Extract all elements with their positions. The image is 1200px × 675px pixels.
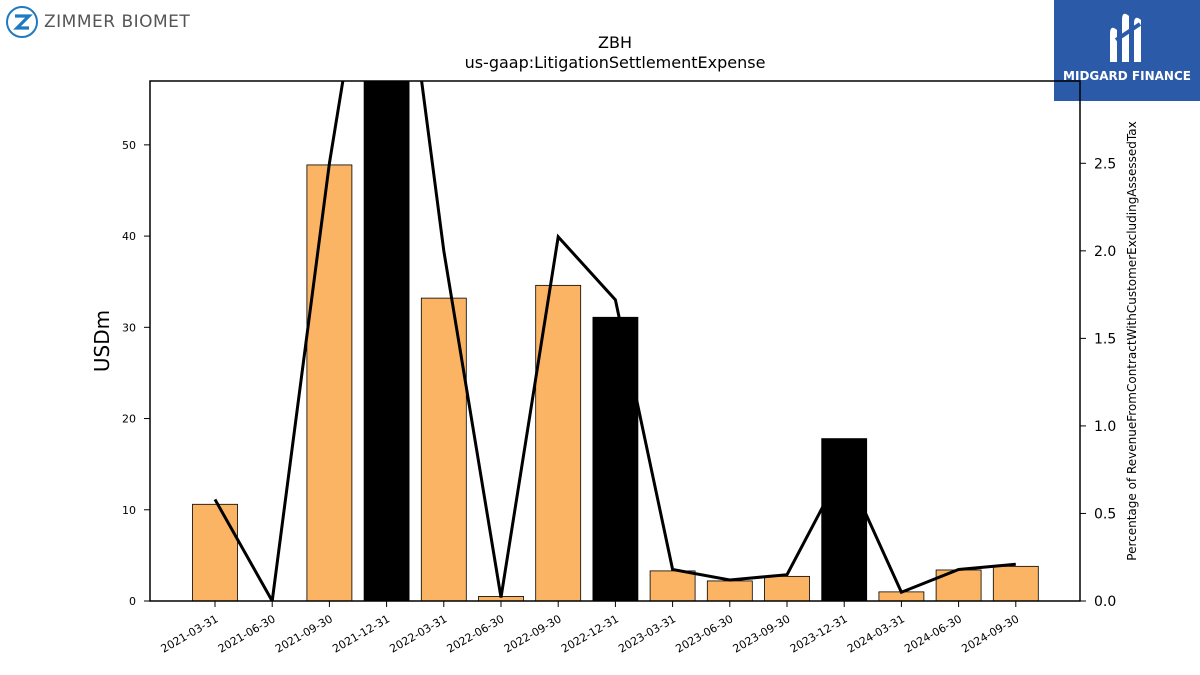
midgard-finance-logo-text: MIDGARD FINANCE [1063, 69, 1191, 83]
bar-2021-12-31 [363, 81, 410, 601]
x-tick-label: 2023-09-30 [731, 612, 793, 655]
bar-2023-03-31 [649, 570, 696, 601]
y2-tick-label: 2.5 [1094, 156, 1116, 172]
bar-2023-06-30 [706, 580, 753, 601]
zimmer-biomet-logo: ZIMMER BIOMET [6, 6, 190, 38]
x-tick-label: 2022-03-31 [387, 612, 449, 655]
y2-tick-label: 1.0 [1094, 419, 1116, 435]
x-tick-label: 2023-12-31 [788, 612, 850, 655]
x-tick-label: 2022-12-31 [559, 612, 621, 655]
x-tick-label: 2024-03-31 [845, 612, 907, 655]
y-axis-label: USDm [90, 310, 114, 372]
x-axis: 2021-03-312021-06-302021-09-302021-12-31… [159, 601, 1021, 656]
y-axis-left: 0 10 20 30 40 50 [122, 139, 150, 608]
bar-2021-03-31 [192, 503, 238, 601]
y-tick-label: 10 [122, 504, 136, 517]
midgard-finance-logo-icon [1110, 13, 1142, 62]
y2-axis-label: Percentage of RevenueFromContractWithCus… [1125, 121, 1139, 560]
bar-2023-09-30 [764, 575, 810, 601]
bar-2021-09-30 [306, 164, 353, 601]
zimmer-biomet-logo-icon [6, 6, 38, 38]
y-tick-label: 40 [122, 230, 136, 243]
bar-2022-12-31 [592, 316, 639, 601]
y2-tick-label: 1.5 [1094, 331, 1116, 347]
bar-series [192, 81, 1039, 601]
x-tick-label: 2023-06-30 [673, 612, 735, 655]
plot-layer [192, 81, 1039, 601]
x-tick-label: 2024-09-30 [959, 612, 1021, 655]
x-tick-label: 2021-03-31 [159, 612, 221, 655]
midgard-finance-logo: MIDGARD FINANCE [1054, 0, 1200, 101]
y-tick-label: 0 [129, 595, 136, 608]
x-tick-label: 2021-06-30 [216, 612, 278, 655]
x-tick-label: 2023-03-31 [616, 612, 678, 655]
line-series [213, 81, 1016, 601]
zimmer-biomet-logo-text: ZIMMER BIOMET [44, 12, 191, 32]
x-tick-label: 2021-12-31 [330, 612, 392, 655]
y2-tick-label: 0.5 [1094, 506, 1116, 522]
chart-title: ZBH [598, 33, 632, 52]
y2-tick-label: 2.0 [1094, 244, 1116, 260]
x-tick-label: 2022-09-30 [502, 612, 564, 655]
y-tick-label: 30 [122, 321, 136, 334]
y-tick-label: 50 [122, 139, 136, 152]
y2-tick-label: 0.0 [1094, 594, 1116, 610]
x-tick-label: 2024-06-30 [902, 612, 964, 655]
y-tick-label: 20 [122, 413, 136, 426]
y-axis-right: 0.0 0.5 1.0 1.5 2.0 2.5 [1080, 156, 1116, 610]
bar-2024-09-30 [992, 565, 1039, 601]
x-tick-label: 2022-06-30 [445, 612, 507, 655]
x-tick-label: 2021-09-30 [273, 612, 335, 655]
chart-subtitle: us-gaap:LitigationSettlementExpense [465, 53, 766, 72]
